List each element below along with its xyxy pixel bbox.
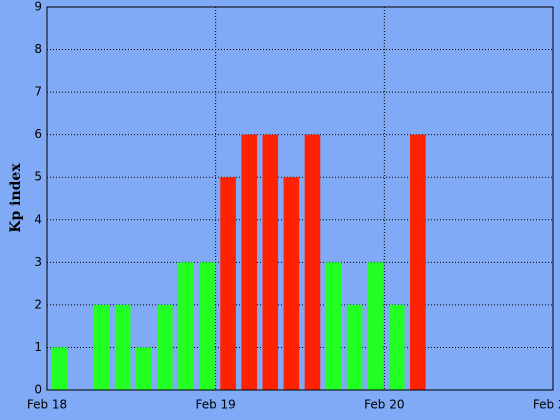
bar bbox=[367, 262, 384, 390]
bar bbox=[388, 304, 405, 390]
bar bbox=[93, 304, 110, 390]
bar bbox=[157, 304, 173, 390]
bar bbox=[241, 134, 257, 390]
y-tick-label: 6 bbox=[34, 127, 42, 141]
y-tick-label: 2 bbox=[34, 297, 42, 311]
x-tick-label: Feb 21 bbox=[533, 398, 560, 412]
x-tick-label: Feb 19 bbox=[195, 398, 235, 412]
bar bbox=[135, 347, 152, 390]
bar bbox=[346, 304, 363, 390]
y-tick-label: 1 bbox=[34, 340, 42, 354]
plot-frame bbox=[46, 6, 554, 391]
y-tick-label: 9 bbox=[34, 0, 42, 14]
x-tick-label: Feb 18 bbox=[27, 398, 67, 412]
y-tick-label: 5 bbox=[34, 170, 42, 184]
bar bbox=[199, 262, 215, 390]
y-axis-label: Kp index bbox=[8, 163, 24, 233]
bar bbox=[325, 262, 342, 390]
bar bbox=[51, 347, 68, 390]
y-tick-label: 8 bbox=[34, 42, 42, 56]
y-tick-label: 4 bbox=[34, 212, 42, 226]
bar bbox=[304, 134, 321, 390]
bar bbox=[114, 304, 131, 390]
bar bbox=[283, 177, 300, 390]
bar bbox=[410, 134, 426, 390]
y-tick-label: 0 bbox=[34, 383, 42, 397]
bar bbox=[178, 262, 194, 390]
bar bbox=[262, 134, 279, 390]
y-tick-label: 7 bbox=[34, 85, 42, 99]
y-tick-label: 3 bbox=[34, 255, 42, 269]
bar bbox=[220, 177, 236, 390]
x-tick-label: Feb 20 bbox=[364, 398, 404, 412]
